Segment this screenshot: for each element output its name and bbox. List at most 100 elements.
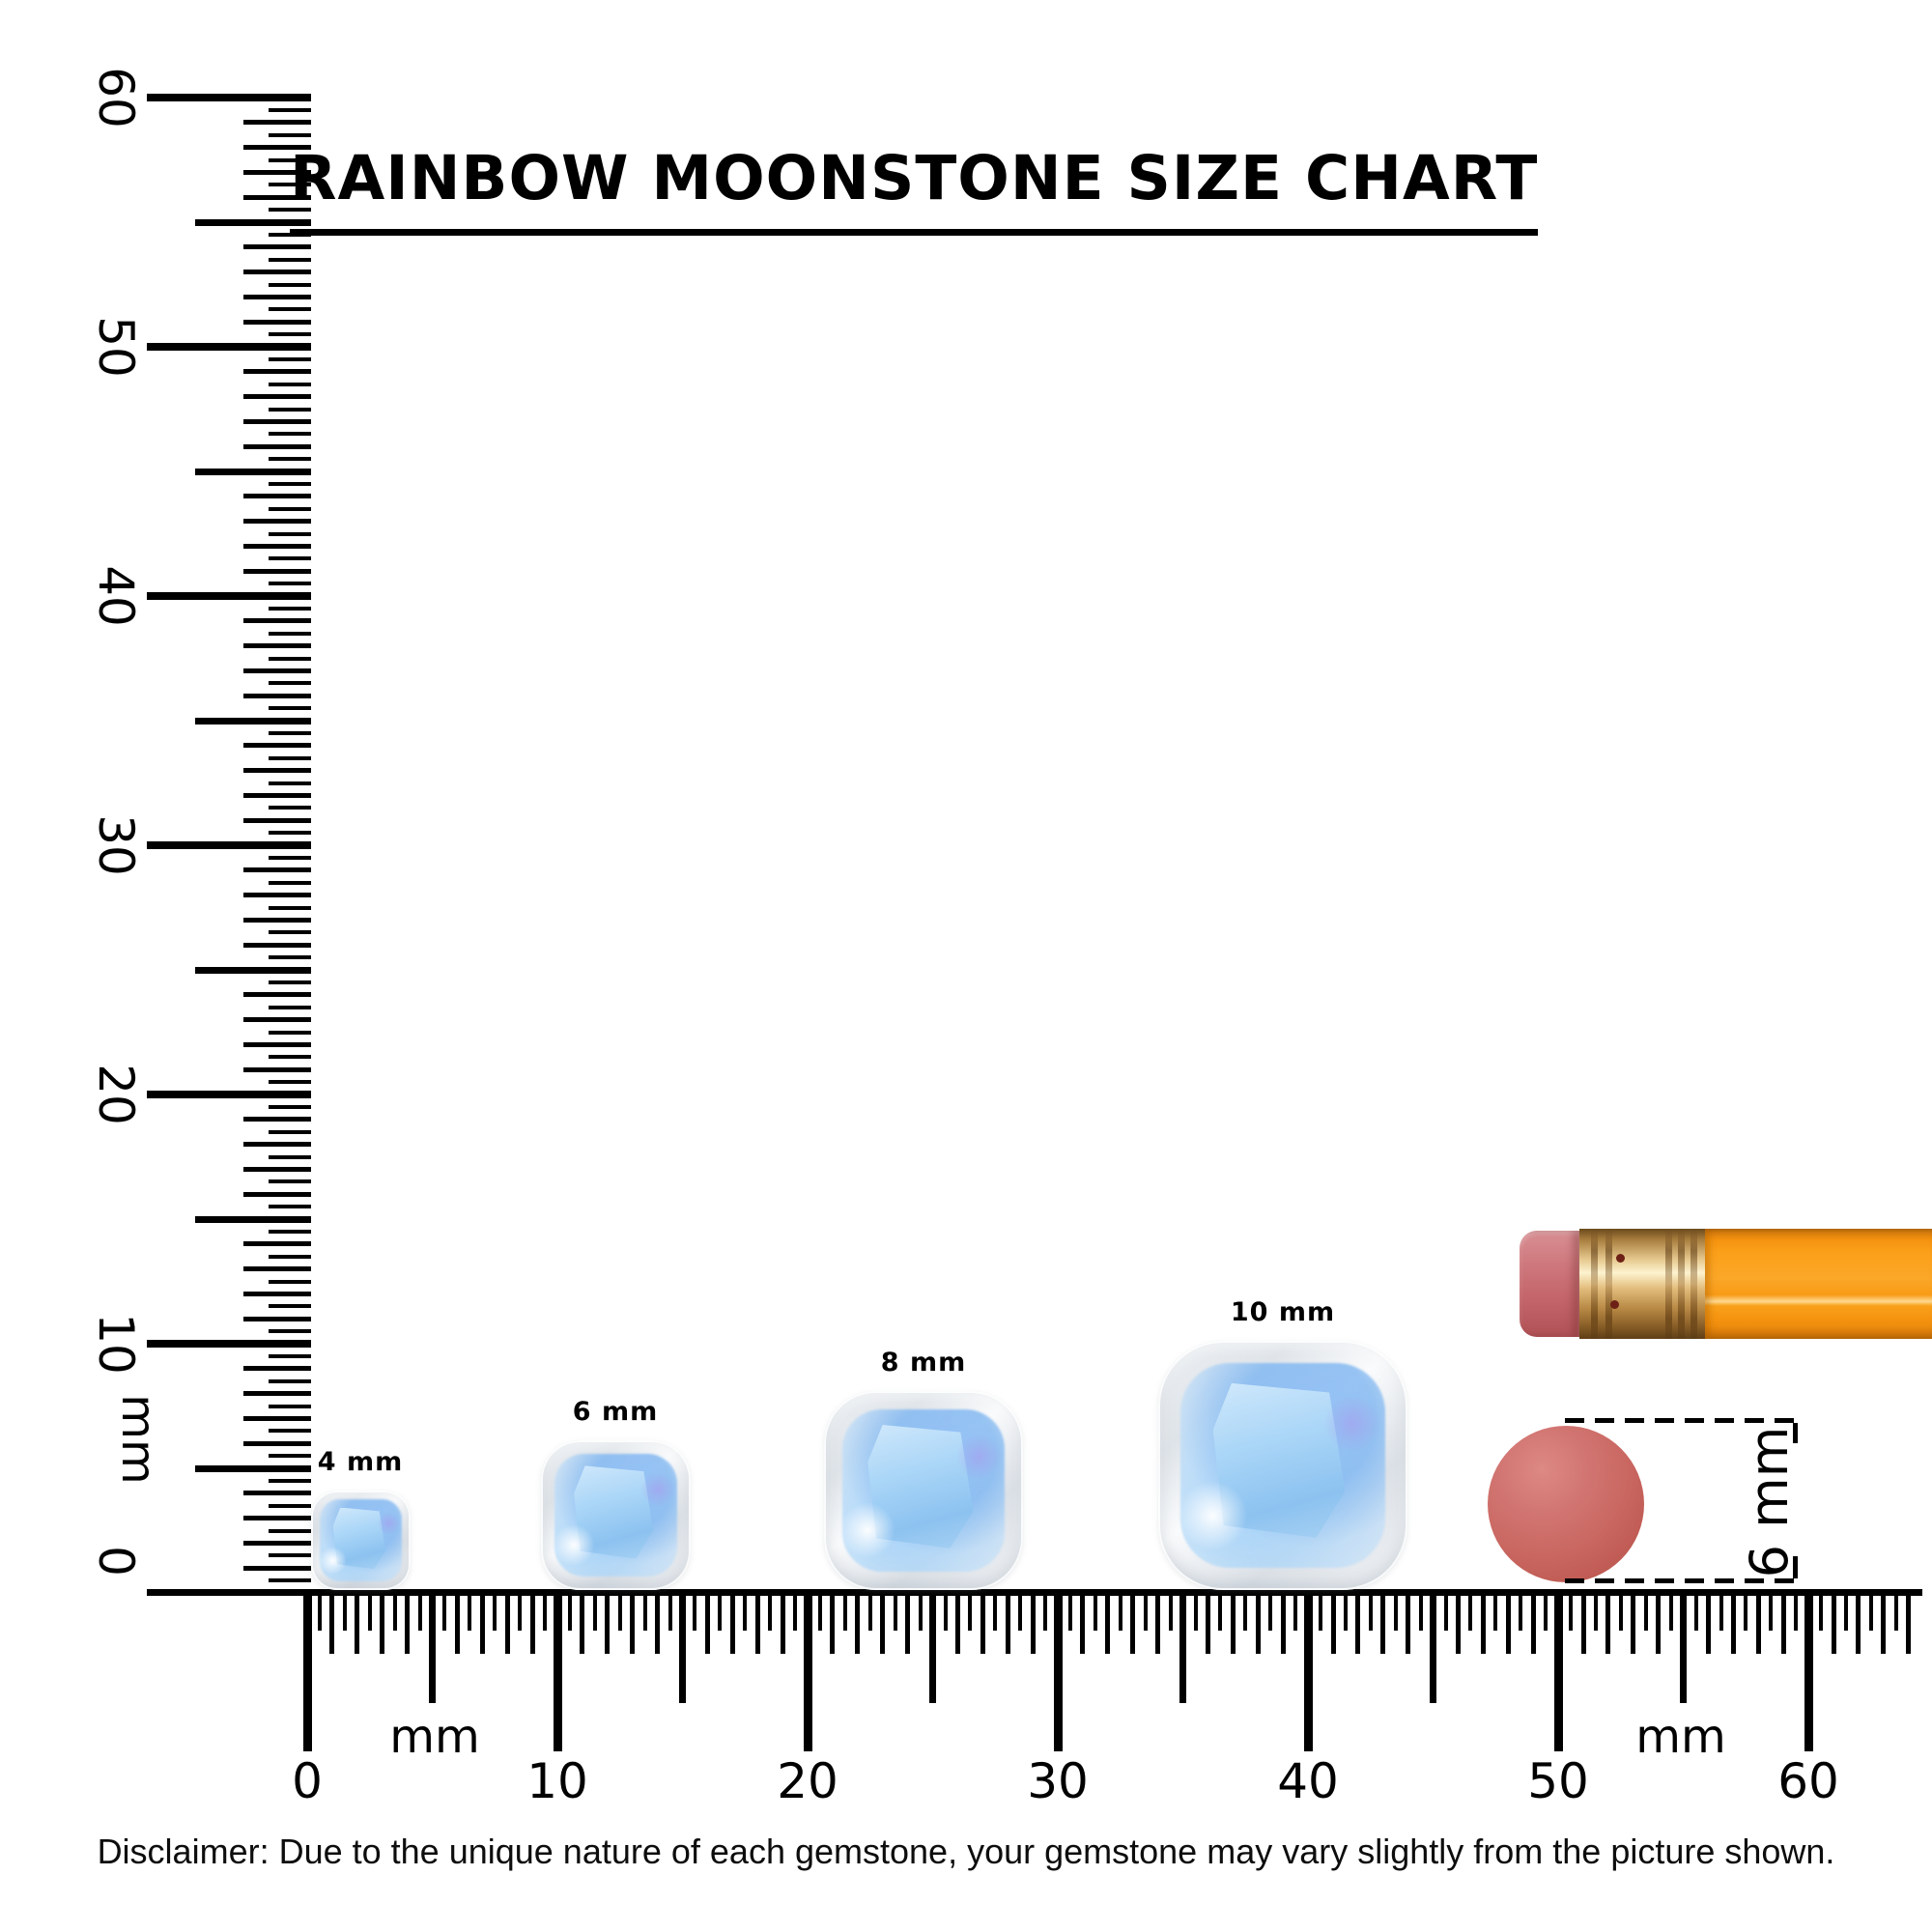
horizontal-ruler-tick [380,1589,384,1654]
horizontal-ruler-tick [455,1589,460,1654]
vertical-ruler-tick [269,1179,311,1183]
horizontal-ruler-tick [493,1589,497,1631]
horizontal-ruler-tick [505,1589,510,1654]
vertical-ruler-tick [243,394,311,399]
horizontal-ruler-tick [1594,1589,1598,1631]
vertical-ruler-tick [269,955,311,959]
vertical-ruler-tick [243,1117,311,1122]
horizontal-ruler-tick [905,1589,910,1654]
gem-4mm [311,1491,411,1590]
vertical-ruler-tick [269,781,311,785]
vertical-ruler-tick [269,1479,311,1483]
vertical-ruler-tick [269,1329,311,1333]
horizontal-ruler-tick [1781,1589,1786,1654]
horizontal-ruler-tick [1256,1589,1261,1654]
vertical-ruler-tick [269,507,311,511]
horizontal-ruler-tick [768,1589,772,1631]
horizontal-ruler-tick [480,1589,485,1654]
horizontal-ruler-tick [1293,1589,1297,1631]
horizontal-ruler-tick [318,1589,322,1631]
horizontal-ruler-tick [580,1589,584,1654]
vertical-ruler-tick [269,1354,311,1358]
horizontal-ruler-tick [543,1589,547,1631]
horizontal-ruler-tick [1243,1589,1247,1631]
horizontal-ruler-label: 10 [526,1753,588,1809]
horizontal-ruler-tick [1656,1589,1661,1654]
vertical-ruler-tick [269,1205,311,1208]
horizontal-ruler-tick [968,1589,972,1631]
ferrule-crimp [1678,1229,1685,1339]
vertical-ruler-tick [269,408,311,412]
vertical-ruler-tick [269,1379,311,1383]
horizontal-ruler-tick [793,1589,797,1631]
horizontal-ruler-tick [1194,1589,1198,1631]
gem-10mm [1158,1341,1407,1590]
vertical-ruler-tick [243,1566,311,1571]
gem-purple-tint [954,1435,1004,1479]
gem-purple-tint [639,1473,676,1507]
horizontal-ruler-tick [643,1589,647,1631]
horizontal-ruler-tick [605,1589,610,1654]
vertical-ruler-tick [243,1441,311,1446]
horizontal-ruler-tick [1068,1589,1072,1631]
gem-8mm [824,1391,1023,1590]
disclaimer-text: Disclaimer: Due to the unique nature of … [97,1832,1835,1871]
vertical-ruler-tick [269,831,311,835]
horizontal-ruler-tick [1344,1589,1348,1631]
vertical-ruler-tick [147,1340,311,1348]
vertical-ruler-tick [195,1465,311,1472]
vertical-ruler-tick [243,369,311,374]
vertical-ruler-tick [243,1042,311,1047]
vertical-ruler-tick [243,120,311,125]
horizontal-ruler-tick [1018,1589,1022,1631]
vertical-ruler-tick [269,556,311,560]
horizontal-ruler-tick [1456,1589,1461,1654]
vertical-ruler-tick [243,419,311,424]
vertical-ruler-tick [243,1167,311,1172]
horizontal-ruler-tick [1894,1589,1898,1631]
vertical-ruler-tick [269,1429,311,1433]
horizontal-ruler-tick [955,1589,960,1654]
horizontal-ruler-tick [1281,1589,1286,1654]
vertical-ruler-tick [269,1304,311,1308]
vertical-ruler-tick [269,158,311,162]
dimension-bottom-dashed-line [1565,1578,1799,1583]
horizontal-ruler-tick [1369,1589,1373,1631]
horizontal-ruler-tick [1531,1589,1536,1654]
vertical-ruler-tick [243,1241,311,1246]
vertical-ruler-label: 30 [88,814,144,876]
horizontal-ruler-tick [1644,1589,1648,1631]
gem-glint [550,1523,598,1567]
vertical-ruler-tick [243,818,311,823]
horizontal-ruler-tick [1394,1589,1398,1631]
vertical-ruler-tick [243,992,311,997]
horizontal-ruler-tick [1119,1589,1122,1631]
horizontal-ruler-tick [1054,1589,1063,1751]
horizontal-ruler-tick [1569,1589,1573,1631]
horizontal-ruler-tick [868,1589,872,1631]
horizontal-ruler-tick [1006,1589,1010,1654]
vertical-ruler-tick [269,482,311,486]
vertical-ruler-tick [243,867,311,872]
horizontal-ruler-tick [980,1589,985,1654]
vertical-ruler-tick [243,1292,311,1296]
pencil-ferrule [1579,1229,1705,1339]
horizontal-ruler-tick [1731,1589,1736,1654]
horizontal-ruler-tick [1430,1589,1436,1703]
vertical-ruler-tick [243,1391,311,1396]
horizontal-ruler-tick [894,1589,897,1631]
vertical-ruler-tick [269,1255,311,1259]
horizontal-ruler-tick [1581,1589,1586,1654]
vertical-ruler-tick [243,569,311,574]
dimension-end-stub-bottom [1793,1556,1798,1578]
horizontal-ruler-tick [1706,1589,1711,1654]
vertical-ruler-tick [243,244,311,249]
horizontal-ruler-tick [1744,1589,1747,1631]
vertical-ruler-tick [243,195,311,200]
horizontal-ruler-tick [730,1589,735,1654]
vertical-ruler-tick [269,1454,311,1458]
horizontal-ruler-tick [818,1589,822,1631]
horizontal-ruler-tick [368,1589,372,1631]
vertical-ruler-tick [269,1130,311,1134]
horizontal-ruler-tick [843,1589,847,1631]
